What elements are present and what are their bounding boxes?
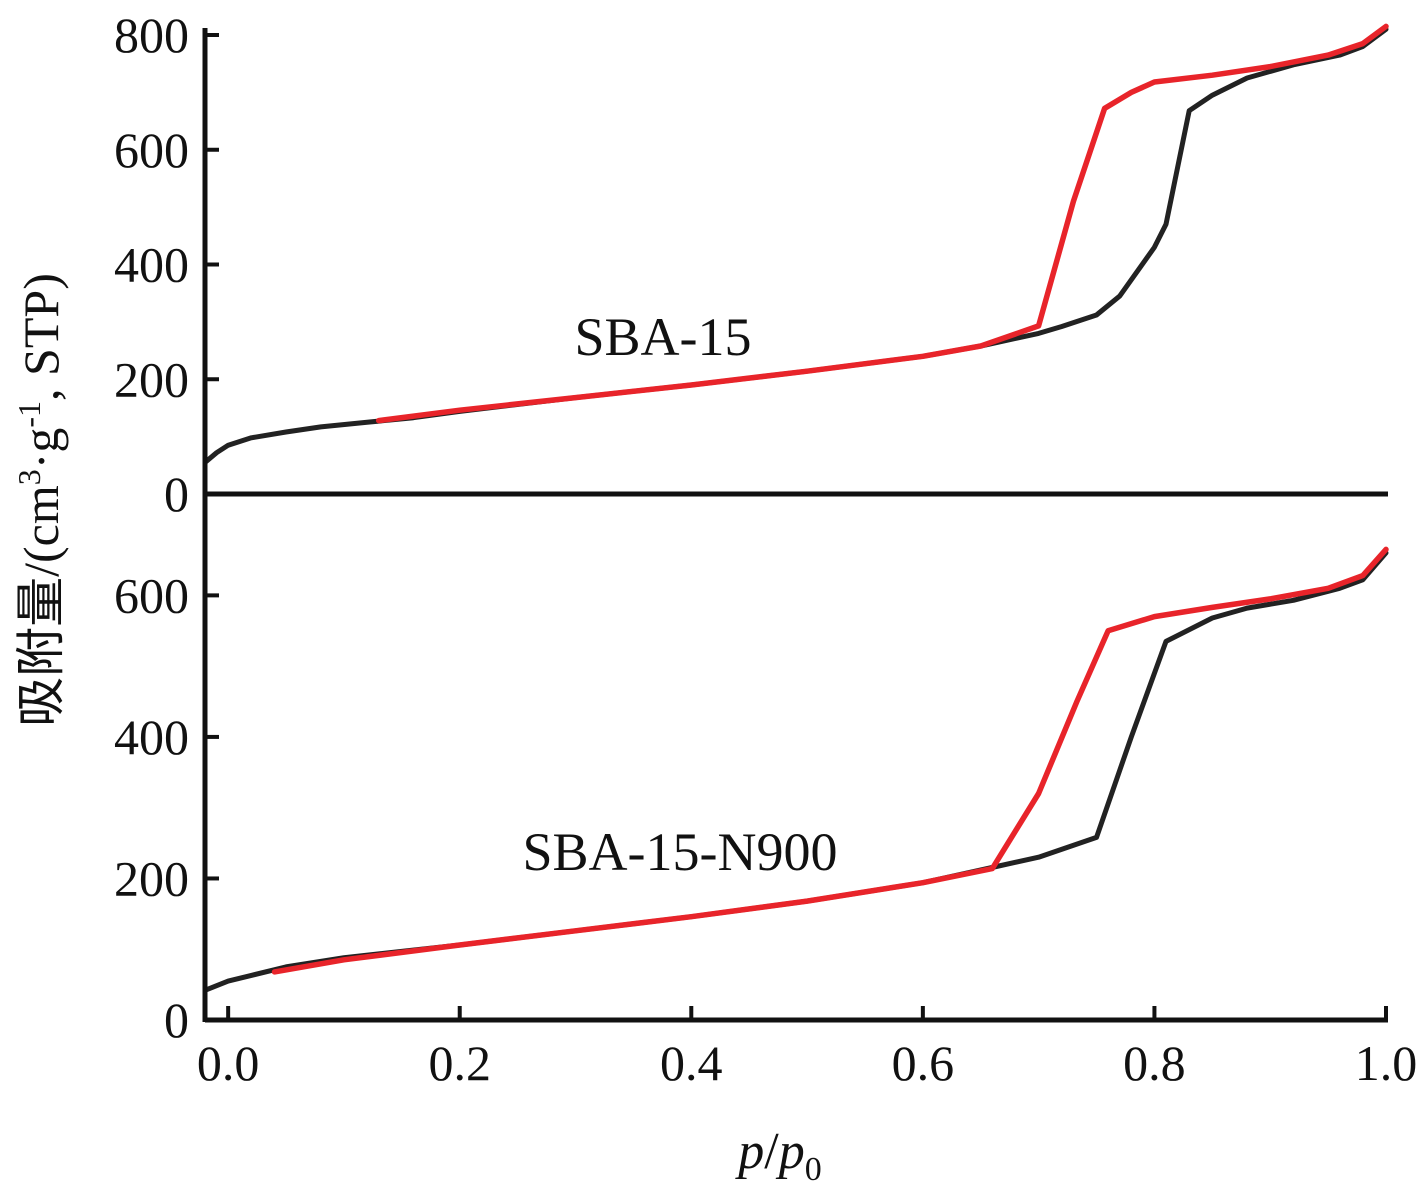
y-tick-label: 400 — [114, 237, 189, 293]
x-tick-label: 0.4 — [660, 1035, 723, 1091]
y-tick-label: 0 — [164, 466, 189, 522]
y-tick-label: 0 — [164, 992, 189, 1048]
y-tick-label: 600 — [114, 122, 189, 178]
y-title-end: , STP) — [13, 273, 69, 401]
panel-bottom: 0 200 400 600 SBA-15-N900 — [114, 546, 1389, 1048]
x-title-p0: p — [775, 1123, 805, 1180]
x-title-slash: / — [764, 1123, 779, 1180]
adsorption-curve — [202, 26, 1389, 465]
y-tick-label: 800 — [114, 7, 189, 63]
y-title-sup2: -1 — [11, 401, 47, 428]
x-tick-label: 0.0 — [197, 1035, 260, 1091]
y-title-main: 吸附量/(cm — [13, 485, 69, 727]
axes-frame — [202, 28, 1388, 1023]
panel-top: 0 200 400 600 800 SBA-15 — [114, 7, 1389, 522]
panel-label: SBA-15-N900 — [522, 822, 837, 882]
x-tick-label: 0.2 — [428, 1035, 491, 1091]
x-tick-label: 1.0 — [1355, 1035, 1417, 1091]
panel-label: SBA-15 — [574, 307, 751, 367]
desorption-curve — [271, 546, 1389, 975]
x-title-subscript: 0 — [805, 1151, 822, 1181]
adsorption-curve — [202, 550, 1389, 993]
y-tick-label: 200 — [114, 351, 189, 407]
x-tick-label: 0.6 — [892, 1035, 955, 1091]
y-title-sup1: 3 — [11, 469, 47, 485]
x-tick-label: 0.8 — [1123, 1035, 1186, 1091]
y-title-mid: ·g — [13, 428, 69, 470]
x-axis-title: p/p0 — [734, 1123, 821, 1181]
x-axis: 0.0 0.2 0.4 0.6 0.8 1.0 — [197, 1006, 1417, 1091]
desorption-curve — [375, 23, 1389, 424]
y-tick-label: 600 — [114, 567, 189, 623]
y-tick-label: 200 — [114, 850, 189, 906]
x-title-p: p — [734, 1123, 764, 1180]
y-tick-label: 400 — [114, 709, 189, 765]
y-axis-title: 吸附量/(cm3·g-1, STP) — [11, 273, 69, 727]
